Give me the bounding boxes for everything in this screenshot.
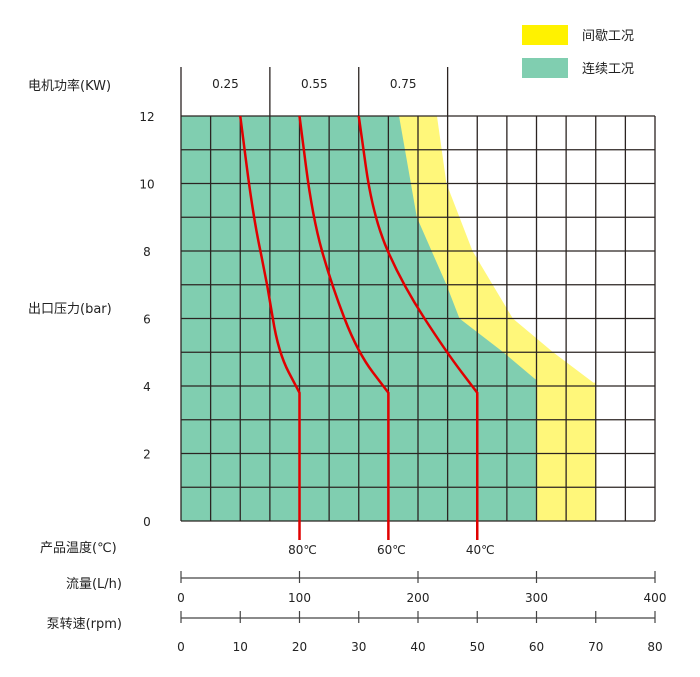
y-axis-label: 出口压力(bar) <box>28 302 112 317</box>
power-segment-label: 0.75 <box>390 77 417 91</box>
rpm-tick-label: 50 <box>470 640 485 654</box>
rpm-tick-label: 30 <box>351 640 366 654</box>
temperature-curve <box>239 115 301 540</box>
flow-tick-label: 400 <box>644 591 667 605</box>
rpm-tick-label: 40 <box>410 640 425 654</box>
flow-tick-label: 0 <box>177 591 185 605</box>
legend-swatch-intermittent <box>522 25 568 45</box>
flow-tick-label: 200 <box>407 591 430 605</box>
temperature-curve <box>298 115 390 540</box>
legend-swatch-continuous <box>522 58 568 78</box>
temperature-label: 60℃ <box>377 543 406 557</box>
power-segment-label: 0.25 <box>212 77 239 91</box>
flow-tick-label: 100 <box>288 591 311 605</box>
y-tick-label: 2 <box>143 448 151 462</box>
rpm-tick-label: 0 <box>177 640 185 654</box>
rpm-tick-label: 10 <box>233 640 248 654</box>
flow-tick-label: 300 <box>525 591 548 605</box>
y-tick-label: 12 <box>139 110 154 124</box>
temperature-label: 40℃ <box>466 543 495 557</box>
power-segment-label: 0.55 <box>301 77 328 91</box>
temperature-axis-label: 产品温度(℃) <box>40 540 117 556</box>
rpm-tick-label: 80 <box>647 640 662 654</box>
rpm-tick-label: 20 <box>292 640 307 654</box>
temperature-label: 80℃ <box>288 543 317 557</box>
legend-label-intermittent: 间歇工况 <box>582 29 634 44</box>
y-tick-label: 6 <box>143 313 151 327</box>
temperature-curve <box>357 115 479 540</box>
rpm-axis-label: 泵转速(rpm) <box>47 617 122 632</box>
flow-axis-label: 流量(L/h) <box>66 577 122 592</box>
y-tick-label: 8 <box>143 245 151 259</box>
power-axis-label: 电机功率(KW) <box>28 78 111 94</box>
rpm-tick-label: 60 <box>529 640 544 654</box>
rpm-tick-label: 70 <box>588 640 603 654</box>
legend-label-continuous: 连续工况 <box>582 61 634 77</box>
y-tick-label: 0 <box>143 515 151 529</box>
y-tick-label: 10 <box>139 178 154 192</box>
y-tick-label: 4 <box>143 380 151 394</box>
